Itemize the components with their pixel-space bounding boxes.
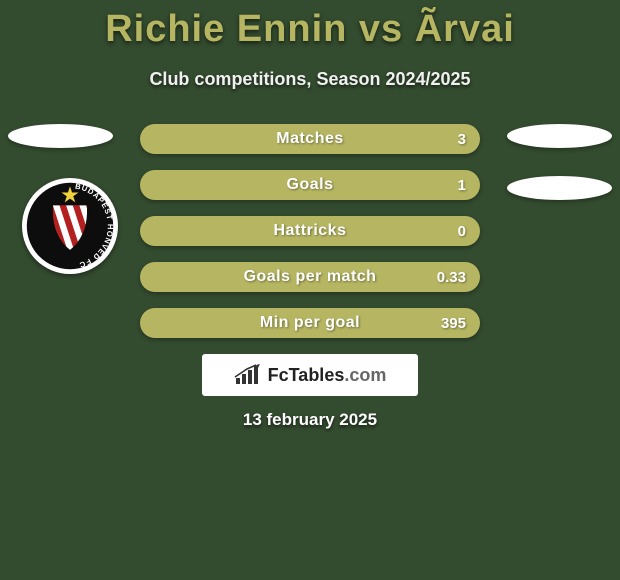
- brand-name: FcTables.com: [268, 365, 387, 386]
- stat-row-hattricks: Hattricks 0: [140, 216, 480, 246]
- subtitle: Club competitions, Season 2024/2025: [0, 69, 620, 90]
- brand-domain: .com: [344, 365, 386, 385]
- stat-value: 0: [458, 223, 466, 240]
- placeholder-ellipse-right-2: [507, 176, 612, 200]
- stat-row-min-per-goal: Min per goal 395: [140, 308, 480, 338]
- stat-label: Goals per match: [244, 268, 377, 286]
- stat-value: 1: [458, 177, 466, 194]
- stat-label: Matches: [276, 130, 344, 148]
- stat-label: Hattricks: [274, 222, 347, 240]
- placeholder-ellipse-right-1: [507, 124, 612, 148]
- date-text: 13 february 2025: [0, 410, 620, 430]
- club-crest-svg: BUDAPEST HONVED FC: [25, 181, 115, 271]
- brand-box: FcTables.com: [202, 354, 418, 396]
- stat-value: 3: [458, 131, 466, 148]
- stat-label: Goals: [287, 176, 334, 194]
- bar-chart-icon: [234, 364, 262, 386]
- stat-row-goals: Goals 1: [140, 170, 480, 200]
- club-crest: BUDAPEST HONVED FC: [22, 178, 118, 274]
- stats-container: Matches 3 Goals 1 Hattricks 0 Goals per …: [140, 124, 480, 354]
- placeholder-ellipse-left-1: [8, 124, 113, 148]
- page-title: Richie Ennin vs Ãrvai: [0, 0, 620, 51]
- stat-row-matches: Matches 3: [140, 124, 480, 154]
- stat-row-goals-per-match: Goals per match 0.33: [140, 262, 480, 292]
- brand-name-text: FcTables: [268, 365, 345, 385]
- stat-value: 0.33: [437, 269, 466, 286]
- stat-label: Min per goal: [260, 314, 360, 332]
- stat-value: 395: [441, 315, 466, 332]
